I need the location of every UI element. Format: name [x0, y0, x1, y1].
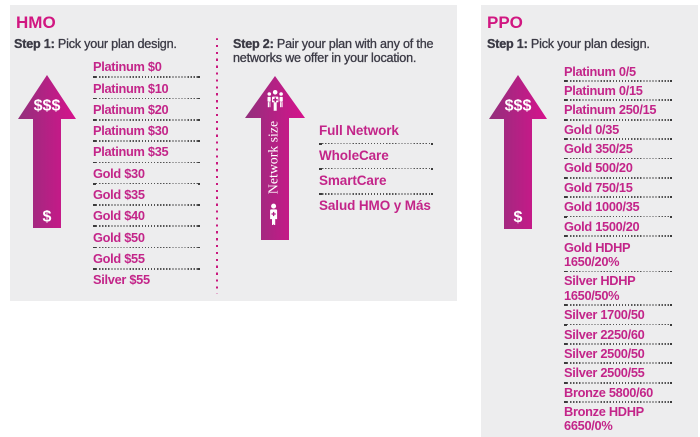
svg-text:$$$: $$$ [34, 98, 61, 115]
svg-text:$: $ [514, 209, 523, 226]
svg-text:$: $ [43, 209, 52, 226]
svg-text:$$$: $$$ [505, 98, 532, 115]
